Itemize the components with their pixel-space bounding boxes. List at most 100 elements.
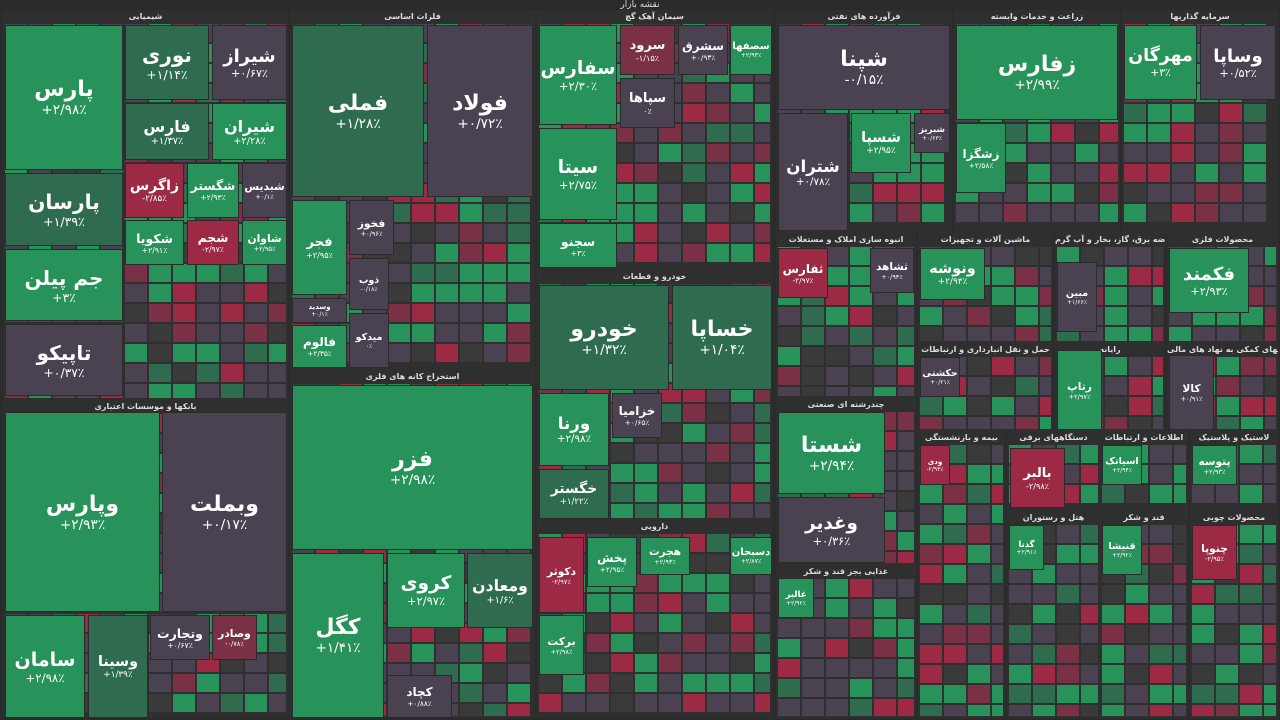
sector: محصولات چوبی چنوپا -۲/۹۵٪ xyxy=(1190,511,1278,718)
small-tile xyxy=(850,619,872,637)
small-tile xyxy=(1076,204,1098,222)
tile-change: +۰/۳۶٪ xyxy=(812,533,851,548)
small-tile xyxy=(412,204,434,222)
tile-change: +۲/۹۷٪ xyxy=(406,594,446,608)
small-tile xyxy=(587,694,609,712)
small-tile xyxy=(1052,144,1074,162)
small-tile xyxy=(1265,397,1276,415)
small-tile xyxy=(992,645,1003,663)
small-tile xyxy=(968,545,990,563)
tile: فالوم +۲/۳۵٪ xyxy=(292,325,347,368)
small-tile xyxy=(1153,417,1163,429)
small-tile xyxy=(269,344,286,362)
small-tile xyxy=(1040,247,1051,265)
small-tile xyxy=(635,204,657,222)
small-tile xyxy=(850,267,872,285)
small-tile xyxy=(1009,625,1031,643)
small-tile xyxy=(755,144,770,162)
small-tile xyxy=(221,384,243,398)
small-tile xyxy=(1244,184,1266,202)
small-tile xyxy=(197,284,219,302)
small-tile xyxy=(388,304,410,322)
small-tile xyxy=(1150,585,1172,603)
small-tile xyxy=(659,224,681,242)
small-tile xyxy=(1057,247,1079,265)
small-tile xyxy=(1217,417,1239,429)
small-tile xyxy=(1240,585,1262,603)
tile-symbol: شبدیس xyxy=(244,180,285,193)
small-tile xyxy=(1081,565,1098,583)
small-tile xyxy=(1105,247,1127,265)
tile-symbol: شسپا xyxy=(861,130,901,146)
small-tile xyxy=(197,384,219,398)
small-tile xyxy=(1150,685,1172,703)
small-tile xyxy=(1217,357,1239,375)
tile: فجر +۲/۹۵٪ xyxy=(292,200,347,295)
small-tile xyxy=(778,327,800,345)
small-tile xyxy=(802,347,824,365)
sector-name: سیمان آهک گچ xyxy=(625,12,684,21)
small-tile xyxy=(683,484,705,502)
small-tile xyxy=(1057,685,1079,703)
small-tile xyxy=(755,594,770,612)
small-tile xyxy=(826,699,848,716)
small-tile xyxy=(1028,184,1050,202)
tile-symbol: پارسان xyxy=(28,190,100,214)
small-tile xyxy=(731,144,753,162)
small-tile xyxy=(683,444,705,462)
small-tile xyxy=(1264,645,1276,663)
small-tile xyxy=(920,417,942,429)
sector-name: زراعت و خدمات وابسته xyxy=(990,12,1084,21)
small-tile xyxy=(778,347,800,365)
small-tile xyxy=(1220,204,1242,222)
tile: قنیشا +۲/۹۲٪ xyxy=(1102,525,1142,575)
small-tile xyxy=(1153,287,1163,305)
small-tile xyxy=(1004,204,1026,222)
tile: برکت +۲/۹۸٪ xyxy=(539,615,584,675)
small-tile xyxy=(125,264,147,282)
small-tile xyxy=(707,84,729,102)
small-tile xyxy=(1265,327,1276,341)
tile-change: -۲/۸۵٪ xyxy=(142,193,167,204)
small-tile xyxy=(683,614,705,632)
small-tile xyxy=(659,444,681,462)
tile: سپاها ۰٪ xyxy=(620,78,675,128)
tile: غالبر +۲/۹۲٪ xyxy=(778,578,814,618)
small-tile xyxy=(484,304,506,322)
small-tile xyxy=(1240,445,1262,463)
tile: سرود -۱/۱۵٪ xyxy=(620,25,675,75)
small-tile xyxy=(992,605,1003,623)
small-tile xyxy=(1216,485,1238,503)
small-tile xyxy=(659,654,681,672)
small-tile xyxy=(1009,645,1031,663)
sector: انبوه سازی املاک و مستغلات ثفارس -۲/۹۷٪ ثشا… xyxy=(776,233,916,398)
small-tile xyxy=(659,184,681,202)
small-tile xyxy=(635,144,657,162)
small-tile xyxy=(611,444,633,462)
small-tile xyxy=(1126,685,1148,703)
tile: فزر +۲/۹۸٪ xyxy=(292,385,533,550)
small-tile xyxy=(484,324,506,342)
small-tile xyxy=(992,357,1014,375)
small-tile xyxy=(436,264,458,282)
small-tile xyxy=(1148,164,1170,182)
small-tile xyxy=(436,224,458,242)
small-tile xyxy=(388,644,410,662)
small-tile xyxy=(707,444,729,462)
tile-symbol: سجنو xyxy=(560,233,596,249)
small-tile xyxy=(898,599,914,617)
tile: وپارس +۲/۹۳٪ xyxy=(5,412,160,612)
small-tile xyxy=(968,525,990,543)
small-tile xyxy=(802,639,824,657)
small-tile xyxy=(1241,397,1263,415)
small-tile xyxy=(221,694,243,712)
small-tile xyxy=(1105,307,1127,325)
small-tile xyxy=(1264,545,1276,563)
small-tile xyxy=(683,594,705,612)
small-tile xyxy=(755,84,770,102)
small-tile xyxy=(1009,585,1031,603)
small-tile xyxy=(587,634,609,652)
small-tile xyxy=(508,644,530,662)
small-tile xyxy=(755,444,770,462)
small-tile xyxy=(1100,144,1118,162)
